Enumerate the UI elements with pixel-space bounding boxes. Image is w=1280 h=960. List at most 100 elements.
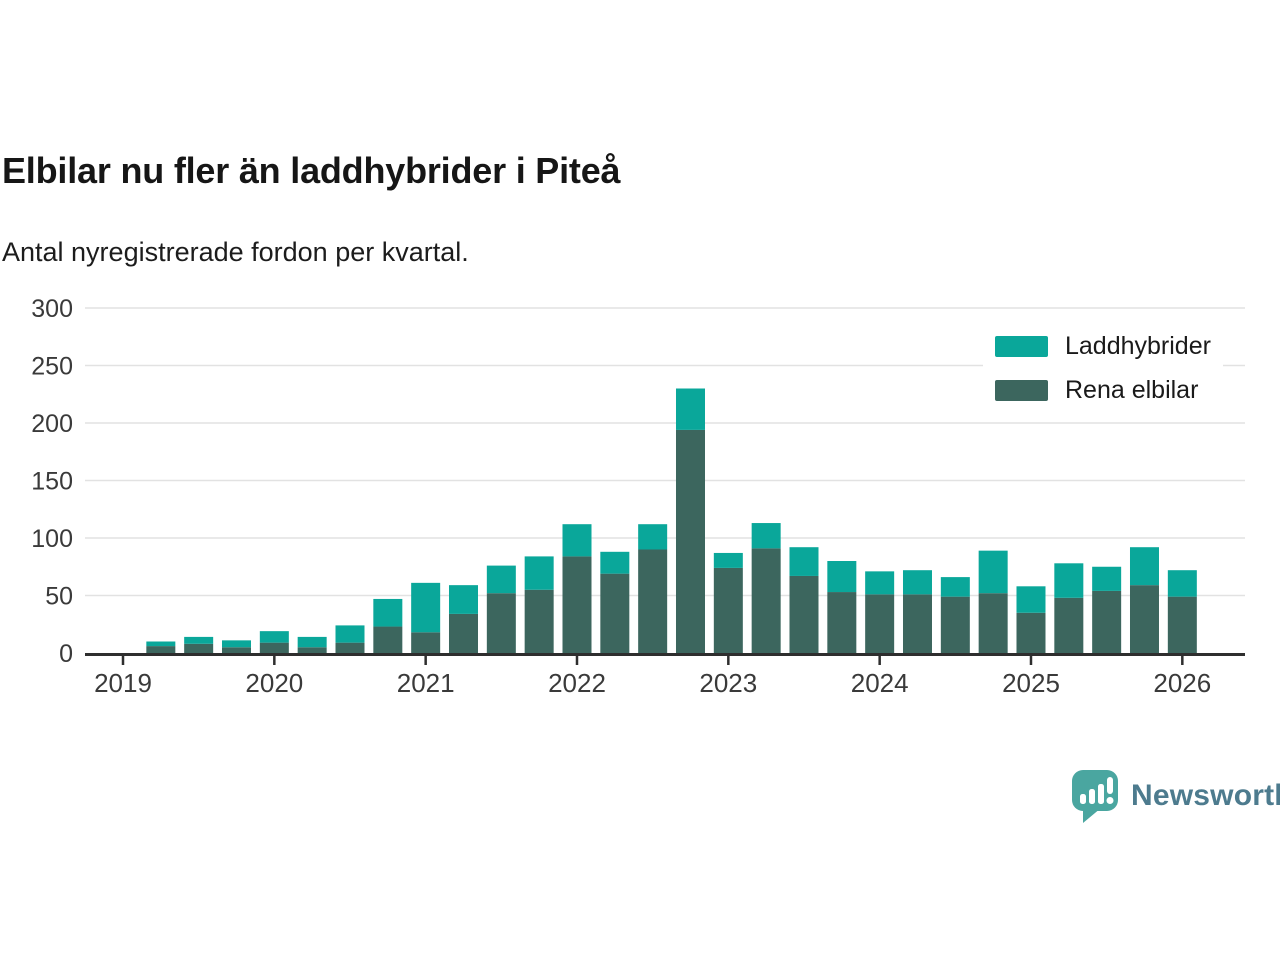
bar-segment-rena-elbilar [713,567,743,653]
bar-segment-laddhybrider [751,523,781,549]
x-axis-label: 2023 [699,668,757,698]
bar-segment-rena-elbilar [259,642,289,653]
x-axis-tick [121,656,125,665]
bar-segment-rena-elbilar [335,642,365,653]
legend-item-rena-elbilar: Rena elbilar [995,376,1211,405]
bar-segment-rena-elbilar [297,647,327,653]
bar-segment-laddhybrider [221,640,251,648]
bar-segment-laddhybrider [1016,586,1046,613]
bar-segment-rena-elbilar [184,643,214,653]
bar-segment-laddhybrider [562,524,592,557]
y-axis-label: 0 [59,640,73,668]
bar-segment-rena-elbilar [940,596,970,653]
y-axis-label: 100 [31,525,73,553]
x-axis-label: 2020 [245,668,303,698]
bar-segment-laddhybrider [1092,566,1122,591]
bar-segment-laddhybrider [146,641,176,647]
bar-segment-rena-elbilar [448,613,478,653]
bar-segment-laddhybrider [373,598,403,627]
legend-label-rena-elbilar: Rena elbilar [1065,376,1199,404]
y-axis-label: 50 [45,583,73,611]
legend-swatch-laddhybrider [995,336,1048,357]
bar-segment-laddhybrider [448,585,478,614]
bar-segment-laddhybrider [902,570,932,595]
logo-exclamation-bar [1107,777,1113,794]
chart-subtitle: Antal nyregistrerade fordon per kvartal. [2,237,469,267]
bar-segment-laddhybrider [259,631,289,643]
bar-segment-rena-elbilar [638,549,668,653]
bar-segment-rena-elbilar [1167,596,1197,653]
bar-segment-laddhybrider [335,625,365,643]
legend-item-laddhybrider: Laddhybrider [995,332,1211,361]
y-axis-label: 300 [31,295,73,323]
bar-segment-laddhybrider [713,552,743,568]
bar-segment-rena-elbilar [865,594,895,653]
bar-segment-rena-elbilar [600,573,630,653]
x-axis-label: 2026 [1153,668,1211,698]
newsworthy-logo-text: Newsworthy [1131,779,1280,812]
bar-segment-laddhybrider [297,636,327,648]
bar-segment-laddhybrider [411,582,441,633]
x-axis-line [85,653,1245,656]
bar-segment-rena-elbilar [411,632,441,653]
bar-segment-laddhybrider [1167,570,1197,597]
x-axis-tick [1181,656,1184,665]
x-axis-tick [424,656,427,665]
bar-segment-laddhybrider [1054,563,1084,598]
y-axis-label: 200 [31,410,73,438]
bar-segment-laddhybrider [940,577,970,597]
x-axis-tick [1029,656,1033,665]
bar-segment-laddhybrider [1129,547,1159,586]
bar-segment-rena-elbilar [221,647,251,653]
bar-segment-rena-elbilar [902,594,932,653]
bar-segment-laddhybrider [600,551,630,574]
newsworthy-logo: Newsworthy [1070,768,1280,824]
bar-segment-rena-elbilar [789,575,819,653]
logo-bar-1 [1080,794,1086,804]
logo-bar-2 [1089,789,1095,804]
bar-segment-laddhybrider [789,547,819,576]
x-axis-label: 2021 [397,668,455,698]
bar-segment-rena-elbilar [373,626,403,653]
x-axis-tick [575,656,579,665]
x-axis-tick [727,656,730,665]
legend-label-laddhybrider: Laddhybrider [1065,332,1211,360]
bar-segment-rena-elbilar [146,646,176,653]
bar-segment-rena-elbilar [1129,585,1159,653]
bar-segment-rena-elbilar [524,589,554,653]
chart-title: Elbilar nu fler än laddhybrider i Piteå [2,150,621,191]
bar-segment-laddhybrider [486,565,516,594]
logo-exclamation-dot [1106,797,1114,804]
bar-segment-laddhybrider [675,388,705,430]
newsworthy-logo-icon [1072,770,1118,823]
bar-segment-laddhybrider [524,556,554,590]
bar-segment-rena-elbilar [562,556,592,653]
bar-segment-laddhybrider [184,636,214,644]
logo-bubble-tail [1083,804,1101,823]
legend-swatch-rena-elbilar [995,380,1048,401]
x-axis-label: 2025 [1002,668,1060,698]
y-axis-label: 250 [31,353,73,381]
legend: Laddhybrider Rena elbilar [983,326,1223,411]
bar-segment-rena-elbilar [751,548,781,653]
bar-segment-rena-elbilar [1054,597,1084,653]
logo-bar-3 [1098,784,1104,804]
x-axis-label: 2019 [94,668,152,698]
x-axis-label: 2022 [548,668,606,698]
bar-segment-rena-elbilar [486,593,516,653]
bar-segment-laddhybrider [865,571,895,595]
y-axis-label: 150 [31,468,73,496]
bar-segment-rena-elbilar [675,429,705,653]
bar-segment-rena-elbilar [1092,590,1122,653]
bar-segment-laddhybrider [638,524,668,550]
bar-segment-rena-elbilar [827,592,857,653]
bar-segment-rena-elbilar [1016,612,1046,653]
bar-segment-rena-elbilar [978,593,1008,653]
bar-segment-laddhybrider [978,550,1008,594]
x-axis-tick [273,656,276,665]
x-axis-label: 2024 [851,668,909,698]
x-axis-tick [878,656,881,665]
bar-segment-laddhybrider [827,561,857,593]
